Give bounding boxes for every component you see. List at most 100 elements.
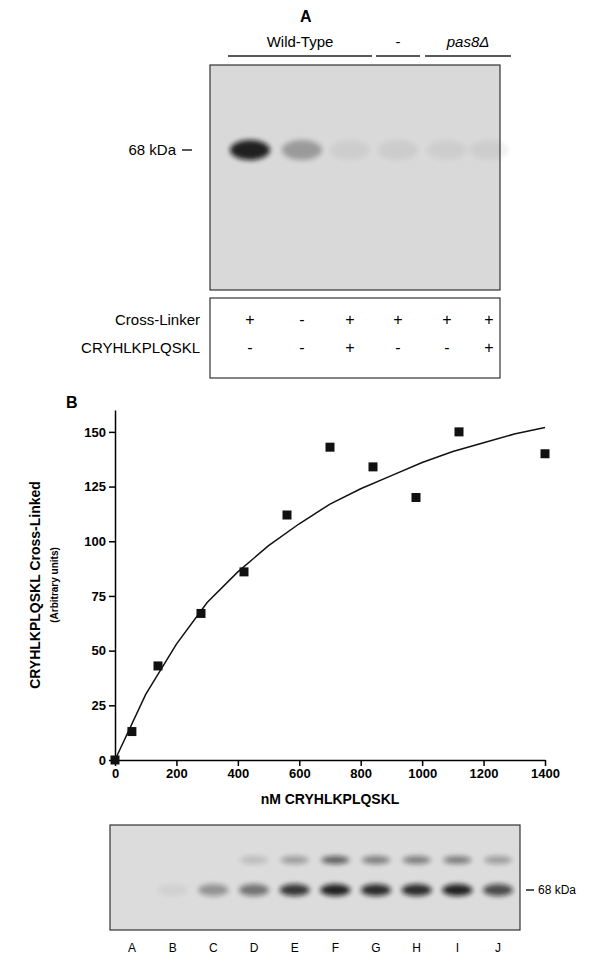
tick-mark xyxy=(109,650,115,652)
tick: 125 xyxy=(84,479,115,494)
tick-label: 0 xyxy=(112,766,119,781)
group-label: Wild-Type xyxy=(267,33,334,50)
gel-band xyxy=(443,856,471,864)
y-axis-subtitle: (Arbitrary units) xyxy=(49,547,60,623)
lane-label: C xyxy=(209,941,218,955)
gel-band xyxy=(484,856,512,864)
tick-label: 600 xyxy=(289,766,311,781)
gel-band xyxy=(158,884,188,896)
x-axis: 0 200 400 600 800 1000 1200 1400 xyxy=(112,760,560,781)
fit-curve xyxy=(115,428,545,761)
lane-label: B xyxy=(169,941,177,955)
lane-label: J xyxy=(495,941,501,955)
group-underline xyxy=(228,55,372,57)
row-value: - xyxy=(395,339,400,356)
row-value: + xyxy=(393,311,402,328)
tick: 150 xyxy=(84,425,115,440)
marker-tick xyxy=(526,889,534,891)
tick-label: 25 xyxy=(92,698,106,713)
gel-band xyxy=(239,884,269,896)
row-value: + xyxy=(442,311,451,328)
gel-b xyxy=(110,825,520,930)
data-point xyxy=(369,462,378,471)
tick-label: 1200 xyxy=(470,766,499,781)
lane-label: E xyxy=(291,941,299,955)
data-point xyxy=(541,449,550,458)
tick: 25 xyxy=(92,698,115,713)
row-label: Cross-Linker xyxy=(115,311,200,328)
gel-band xyxy=(330,140,370,160)
gel-band xyxy=(361,884,391,896)
data-point xyxy=(326,443,335,452)
tick-mark xyxy=(109,705,115,707)
lane-label: I xyxy=(456,941,459,955)
tick: 600 xyxy=(289,760,311,781)
gel-band xyxy=(402,884,432,896)
tick-label: 75 xyxy=(92,589,106,604)
gel-a xyxy=(210,65,500,290)
gel-band xyxy=(280,884,310,896)
tick: 1400 xyxy=(531,760,560,781)
tick-mark xyxy=(109,432,115,434)
row-value: + xyxy=(345,311,354,328)
tick-label: 1000 xyxy=(408,766,437,781)
gel-band xyxy=(442,884,472,896)
tick-mark xyxy=(176,760,178,766)
row-value: - xyxy=(299,339,304,356)
tick-label: 200 xyxy=(166,766,188,781)
axis-line xyxy=(115,411,117,761)
lane-label: H xyxy=(412,941,421,955)
marker-tick xyxy=(182,149,192,151)
tick-mark xyxy=(360,760,362,766)
row-value: + xyxy=(484,311,493,328)
tick-mark xyxy=(109,486,115,488)
row-label: CRYHLKPLQSKL xyxy=(81,339,200,356)
row-value: - xyxy=(444,339,449,356)
tick-label: 50 xyxy=(92,643,106,658)
gel-band xyxy=(240,856,268,864)
tick: 200 xyxy=(166,760,188,781)
gel-band xyxy=(483,884,513,896)
y-axis: 0 25 50 75 100 125 150 xyxy=(84,411,115,768)
gel-band xyxy=(281,856,309,864)
gel-band xyxy=(362,856,390,864)
tick: 1200 xyxy=(470,760,499,781)
marks xyxy=(111,427,550,764)
gel-band xyxy=(198,884,228,896)
tick-label: 150 xyxy=(84,425,106,440)
plot: 0 200 400 600 800 1000 1200 1400 0 25 50 75 100 125 15… xyxy=(84,411,560,782)
tick: 1000 xyxy=(408,760,437,781)
figure: A Wild-Type - pas8Δ 68 kDa Cross-Linker + - + + + +… xyxy=(0,0,607,974)
lane-label: G xyxy=(371,941,380,955)
gel-band xyxy=(321,856,349,864)
tick-label: 800 xyxy=(350,766,372,781)
y-axis-title: CRYHLKPLQSKL Cross-Linked xyxy=(27,481,43,689)
x-axis-title: nM CRYHLKPLQSKL xyxy=(261,791,400,807)
row-value: + xyxy=(345,339,354,356)
tick-label: 0 xyxy=(99,753,106,768)
axis-line xyxy=(116,760,546,762)
marker-label: 68 kDa xyxy=(128,141,176,158)
group-label: pas8Δ xyxy=(446,33,490,50)
tick-label: 125 xyxy=(84,479,106,494)
group-label: - xyxy=(396,33,401,50)
tick-label: 400 xyxy=(228,766,250,781)
tick-mark xyxy=(109,541,115,543)
row-value: + xyxy=(484,339,493,356)
data-point xyxy=(412,493,421,502)
gel-band xyxy=(320,884,350,896)
tick-mark xyxy=(545,760,547,766)
condition-table xyxy=(210,298,500,378)
panel-letter: B xyxy=(66,394,78,411)
panel-letter: A xyxy=(300,8,312,25)
lane-label: A xyxy=(128,941,136,955)
tick-mark xyxy=(422,760,424,766)
tick: 75 xyxy=(92,589,115,604)
tick: 100 xyxy=(84,534,115,549)
row-value: - xyxy=(247,339,252,356)
gel-band xyxy=(230,140,270,160)
row-value: - xyxy=(299,311,304,328)
tick-mark xyxy=(109,596,115,598)
tick-mark xyxy=(483,760,485,766)
lane-label: F xyxy=(332,941,339,955)
